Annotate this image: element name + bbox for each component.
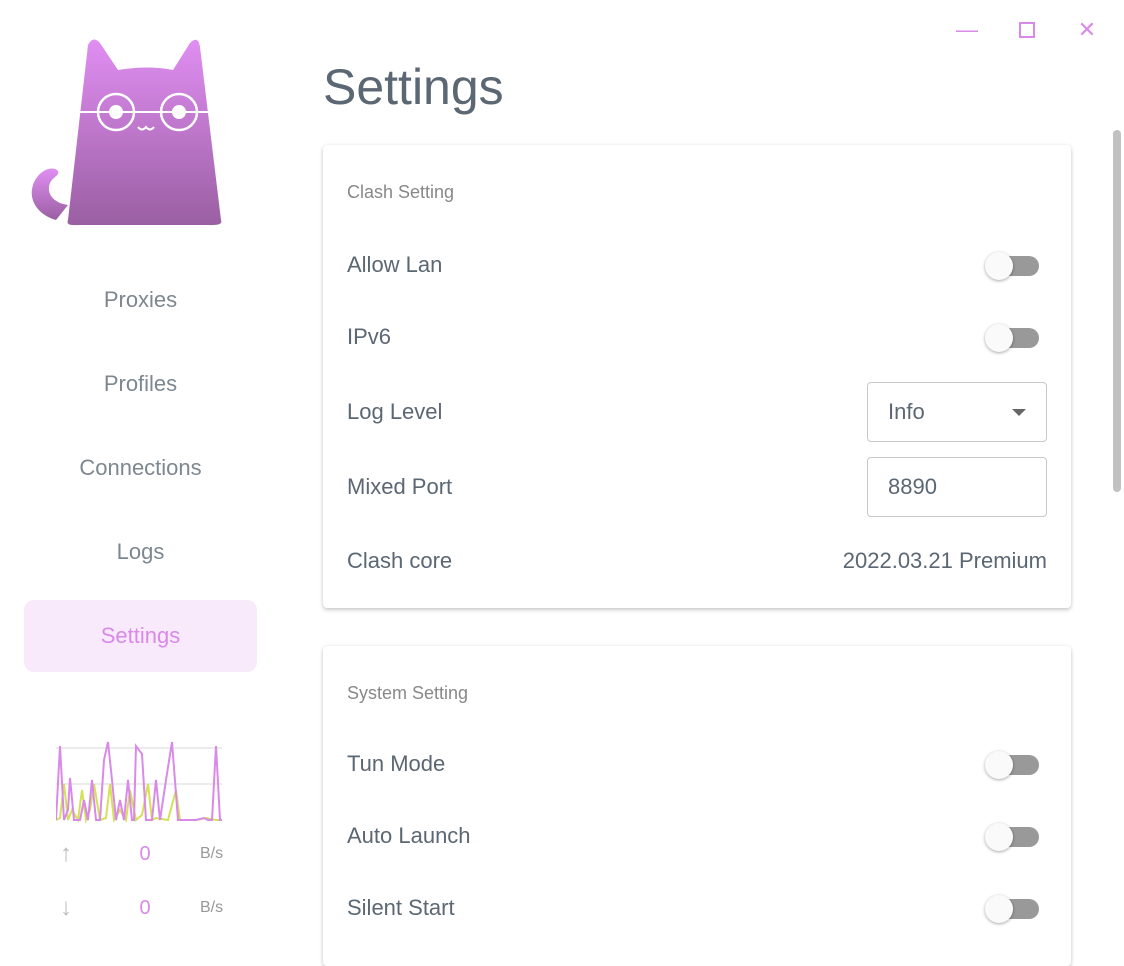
card-title: Clash Setting — [347, 181, 455, 202]
setting-label: IPv6 — [347, 324, 392, 349]
sidebar-item-connections[interactable]: Connections — [79, 455, 202, 480]
upload-speed: ↑ 0 B/s — [60, 840, 230, 868]
mixed-port-row: Mixed Port 8890 — [347, 451, 1047, 523]
log-level-row: Log Level Info — [347, 373, 1047, 451]
clash-core-version: 2022.03.21 Premium — [842, 548, 1047, 573]
caret-down-icon — [1012, 408, 1026, 416]
download-value: 0 — [139, 896, 151, 919]
silent-start-row: Silent Start — [347, 872, 1047, 944]
maximize-icon[interactable] — [1010, 14, 1044, 46]
download-unit: B/s — [200, 899, 224, 916]
setting-label: Tun Mode — [347, 751, 446, 776]
ipv6-toggle[interactable] — [985, 324, 1041, 352]
close-icon[interactable]: ✕ — [1077, 17, 1097, 42]
allow-lan-toggle[interactable] — [985, 252, 1041, 280]
auto-launch-row: Auto Launch — [347, 800, 1047, 872]
clash-verge-cat-logo — [31, 39, 222, 225]
tun-mode-toggle[interactable] — [985, 751, 1041, 779]
sidebar-item-logs[interactable]: Logs — [116, 539, 165, 564]
arrow-down-icon: ↓ — [60, 894, 72, 921]
sidebar-item-proxies[interactable]: Proxies — [103, 287, 178, 312]
log-level-select[interactable]: Info — [867, 382, 1047, 442]
tun-mode-row: Tun Mode — [347, 728, 1047, 800]
silent-start-toggle[interactable] — [985, 895, 1041, 923]
setting-label: Allow Lan — [347, 252, 443, 277]
clash-core-row: Clash core 2022.03.21 Premium — [347, 523, 1047, 599]
minimize-icon[interactable]: — — [956, 17, 978, 42]
sidebar-item-profiles[interactable]: Profiles — [103, 371, 178, 396]
card-title: System Setting — [347, 682, 469, 703]
clash-setting-card: Clash Setting Allow Lan IPv6 Log Level I… — [323, 145, 1071, 608]
auto-launch-toggle[interactable] — [985, 823, 1041, 851]
sidebar-nav: Proxies Profiles Connections Logs Settin… — [24, 264, 257, 684]
upload-value: 0 — [139, 842, 151, 865]
select-value: Info — [888, 399, 925, 424]
scrollbar-thumb[interactable] — [1113, 130, 1121, 492]
sidebar: Proxies Profiles Connections Logs Settin… — [0, 0, 280, 937]
setting-label: Log Level — [347, 399, 443, 424]
arrow-up-icon: ↑ — [60, 840, 72, 867]
upload-unit: B/s — [200, 845, 224, 862]
download-speed: ↓ 0 B/s — [60, 894, 230, 922]
setting-label: Mixed Port — [347, 474, 453, 499]
upload-line — [56, 741, 222, 821]
traffic-graph — [56, 741, 222, 824]
setting-label: Clash core — [347, 548, 453, 573]
system-setting-card: System Setting Tun Mode Auto Launch Sile… — [323, 646, 1071, 966]
ipv6-row: IPv6 — [347, 301, 1047, 373]
setting-label: Auto Launch — [347, 823, 471, 848]
input-value: 8890 — [888, 474, 937, 499]
window-controls: — ✕ — [950, 14, 1104, 46]
mixed-port-input[interactable]: 8890 — [867, 457, 1047, 517]
page-title: Settings — [323, 59, 504, 115]
sidebar-item-settings[interactable]: Settings — [24, 600, 257, 672]
setting-label: Silent Start — [347, 895, 455, 920]
allow-lan-row: Allow Lan — [347, 229, 1047, 301]
